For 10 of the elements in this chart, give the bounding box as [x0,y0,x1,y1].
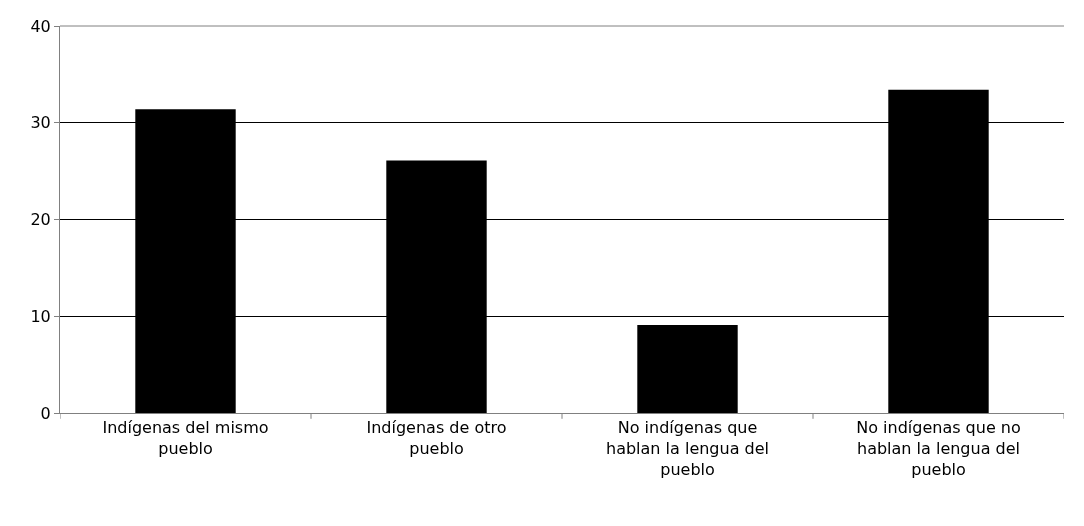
y-tick-label: 10 [30,306,51,326]
x-tick-label: Indígenas de otro pueblo [366,418,507,458]
y-tick-label: 20 [30,210,51,230]
x-tick-label: Indígenas del mismo pueblo [102,418,269,458]
x-tick-label: No indígenas que hablan la lengua del pueblo [606,418,769,479]
y-tick-label: 40 [30,16,51,36]
bar [637,324,738,413]
x-tick-label: No indígenas que no hablan la lengua del pueblo [856,418,1021,479]
y-tick-label: 30 [30,113,51,133]
y-tick-label: 0 [40,403,51,423]
